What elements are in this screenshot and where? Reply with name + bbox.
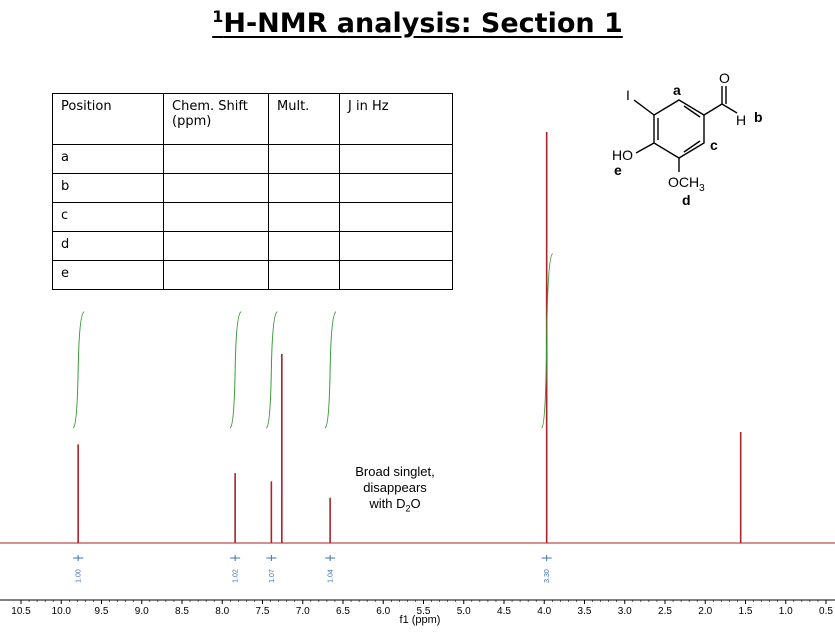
page-title: 1H-NMR analysis: Section 1 [212,7,623,39]
oxygen-atom: O [719,70,730,86]
cell-mult[interactable] [268,231,340,261]
x-tick-label: 7.5 [256,606,270,617]
x-tick-label: 5.5 [417,606,431,617]
cell-j[interactable] [339,144,453,174]
integral-value: 1.04 [328,569,335,583]
assignment-table: Position Chem. Shift (ppm) Mult. J in Hz… [52,93,453,290]
cell-j[interactable] [339,202,453,232]
cell-j[interactable] [339,260,453,290]
cell-shift[interactable] [163,260,269,290]
table-row: e [52,260,453,290]
label-b: b [754,109,763,125]
x-tick-label: 7.0 [296,606,310,617]
hydroxyl-bond [635,142,655,154]
broad-singlet-annotation: Broad singlet, disappears with D2O [355,464,435,514]
integral-value: 1.07 [269,569,276,583]
hydroxyl-group: HO [612,147,633,163]
integral-curve [541,253,554,429]
row-position: b [52,173,164,203]
x-tick-label: 3.5 [578,606,592,617]
label-e: e [614,162,622,178]
integral-curve [72,311,85,429]
cell-mult[interactable] [268,260,340,290]
aldehyde-h-bond [721,103,738,114]
cell-mult[interactable] [268,173,340,203]
row-position: a [52,144,164,174]
chemical-structure: O H I HO OCH3 a b c d e [612,70,763,208]
integral-value: 1.02 [233,569,240,583]
x-tick-label: 8.5 [175,606,189,617]
integral-value: 1.00 [76,569,83,583]
row-position: e [52,260,164,290]
cell-j[interactable] [339,173,453,203]
row-position: c [52,202,164,232]
label-d: d [682,192,691,208]
table-row: b [52,173,453,203]
iodine-atom: I [626,87,630,103]
integral-curve [229,311,242,429]
x-tick-label: 2.0 [698,606,712,617]
cell-shift[interactable] [163,231,269,261]
x-tick-label: 9.0 [135,606,149,617]
table-row: a [52,144,453,174]
x-tick-label: 8.0 [215,606,229,617]
header-mult: Mult. [268,93,340,145]
iodo-bond [633,99,655,116]
header-position: Position [52,93,164,145]
label-a: a [673,82,681,98]
cell-mult[interactable] [268,144,340,174]
integral-value: 3.30 [544,569,551,583]
cell-j[interactable] [339,231,453,261]
aromatic-double-bond [683,105,701,118]
x-tick-label: 6.0 [376,606,390,617]
x-tick-label: 10.5 [11,606,31,617]
x-tick-label: 6.5 [336,606,350,617]
cell-shift[interactable] [163,144,269,174]
label-c: c [710,137,718,153]
integral-curve [265,311,278,429]
table-header-row: Position Chem. Shift (ppm) Mult. J in Hz [52,93,453,145]
x-tick-label: 3.0 [618,606,632,617]
x-tick-label: 1.5 [739,606,753,617]
x-tick-label: 4.0 [537,606,551,617]
cell-shift[interactable] [163,202,269,232]
cell-mult[interactable] [268,202,340,232]
row-position: d [52,231,164,261]
x-tick-label: 4.5 [497,606,511,617]
aldehyde-hydrogen: H [736,112,746,128]
x-tick-label: 2.5 [658,606,672,617]
table-row: c [52,202,453,232]
x-tick-label: 10.0 [52,606,72,617]
methoxy-group: OCH3 [668,174,705,194]
aldehyde-bond [703,103,723,116]
header-chem-shift: Chem. Shift (ppm) [163,93,269,145]
x-tick-label: 9.5 [95,606,109,617]
benzene-ring [653,99,705,159]
cell-shift[interactable] [163,173,269,203]
header-j: J in Hz [339,93,453,145]
table-row: d [52,231,453,261]
x-tick-label: 0.5 [819,606,833,617]
x-axis-label: f1 (ppm) [400,614,441,626]
x-tick-label: 5.0 [457,606,471,617]
aromatic-double-bond [683,140,701,153]
integral-curve [324,311,337,429]
x-tick-label: 1.0 [779,606,793,617]
